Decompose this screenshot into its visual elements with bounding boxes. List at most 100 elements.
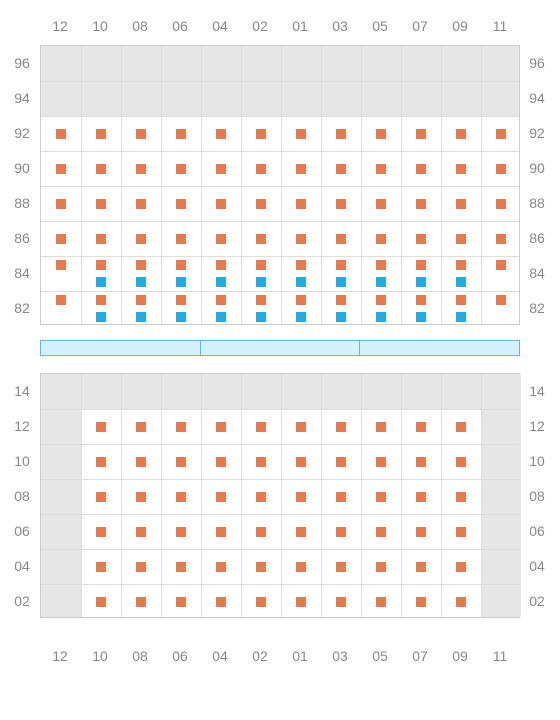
orange-marker[interactable]	[336, 492, 346, 502]
orange-marker[interactable]	[56, 199, 66, 209]
blue-marker[interactable]	[216, 277, 226, 287]
orange-marker[interactable]	[496, 295, 506, 305]
orange-marker[interactable]	[336, 199, 346, 209]
blue-marker[interactable]	[296, 312, 306, 322]
orange-marker[interactable]	[256, 199, 266, 209]
orange-marker[interactable]	[376, 164, 386, 174]
orange-marker[interactable]	[256, 164, 266, 174]
blue-marker[interactable]	[456, 277, 466, 287]
orange-marker[interactable]	[336, 527, 346, 537]
orange-marker[interactable]	[336, 422, 346, 432]
orange-marker[interactable]	[216, 164, 226, 174]
orange-marker[interactable]	[456, 422, 466, 432]
orange-marker[interactable]	[456, 457, 466, 467]
orange-marker[interactable]	[456, 129, 466, 139]
orange-marker[interactable]	[456, 562, 466, 572]
orange-marker[interactable]	[216, 295, 226, 305]
orange-marker[interactable]	[336, 597, 346, 607]
orange-marker[interactable]	[456, 199, 466, 209]
blue-marker[interactable]	[376, 277, 386, 287]
orange-marker[interactable]	[456, 597, 466, 607]
orange-marker[interactable]	[176, 295, 186, 305]
orange-marker[interactable]	[416, 422, 426, 432]
orange-marker[interactable]	[416, 129, 426, 139]
orange-marker[interactable]	[256, 562, 266, 572]
orange-marker[interactable]	[216, 422, 226, 432]
orange-marker[interactable]	[176, 492, 186, 502]
orange-marker[interactable]	[256, 597, 266, 607]
blue-marker[interactable]	[136, 312, 146, 322]
orange-marker[interactable]	[96, 164, 106, 174]
orange-marker[interactable]	[376, 457, 386, 467]
orange-marker[interactable]	[136, 527, 146, 537]
orange-marker[interactable]	[136, 422, 146, 432]
blue-marker[interactable]	[336, 312, 346, 322]
orange-marker[interactable]	[256, 260, 266, 270]
orange-marker[interactable]	[456, 492, 466, 502]
orange-marker[interactable]	[416, 295, 426, 305]
orange-marker[interactable]	[296, 527, 306, 537]
orange-marker[interactable]	[176, 260, 186, 270]
orange-marker[interactable]	[216, 492, 226, 502]
blue-marker[interactable]	[176, 312, 186, 322]
orange-marker[interactable]	[96, 422, 106, 432]
orange-marker[interactable]	[376, 234, 386, 244]
blue-marker[interactable]	[256, 312, 266, 322]
orange-marker[interactable]	[376, 597, 386, 607]
orange-marker[interactable]	[296, 597, 306, 607]
orange-marker[interactable]	[176, 597, 186, 607]
orange-marker[interactable]	[336, 234, 346, 244]
orange-marker[interactable]	[456, 164, 466, 174]
orange-marker[interactable]	[56, 295, 66, 305]
blue-marker[interactable]	[176, 277, 186, 287]
orange-marker[interactable]	[136, 129, 146, 139]
orange-marker[interactable]	[96, 457, 106, 467]
orange-marker[interactable]	[136, 234, 146, 244]
orange-marker[interactable]	[216, 199, 226, 209]
orange-marker[interactable]	[456, 234, 466, 244]
orange-marker[interactable]	[136, 562, 146, 572]
orange-marker[interactable]	[376, 527, 386, 537]
blue-marker[interactable]	[296, 277, 306, 287]
orange-marker[interactable]	[216, 129, 226, 139]
orange-marker[interactable]	[336, 562, 346, 572]
blue-marker[interactable]	[336, 277, 346, 287]
orange-marker[interactable]	[296, 260, 306, 270]
orange-marker[interactable]	[176, 129, 186, 139]
orange-marker[interactable]	[496, 199, 506, 209]
blue-marker[interactable]	[216, 312, 226, 322]
orange-marker[interactable]	[216, 527, 226, 537]
orange-marker[interactable]	[296, 164, 306, 174]
orange-marker[interactable]	[456, 260, 466, 270]
orange-marker[interactable]	[416, 260, 426, 270]
orange-marker[interactable]	[336, 295, 346, 305]
blue-marker[interactable]	[256, 277, 266, 287]
orange-marker[interactable]	[56, 260, 66, 270]
orange-marker[interactable]	[56, 164, 66, 174]
orange-marker[interactable]	[376, 422, 386, 432]
orange-marker[interactable]	[376, 562, 386, 572]
orange-marker[interactable]	[456, 527, 466, 537]
orange-marker[interactable]	[336, 164, 346, 174]
orange-marker[interactable]	[256, 234, 266, 244]
orange-marker[interactable]	[136, 492, 146, 502]
orange-marker[interactable]	[496, 260, 506, 270]
orange-marker[interactable]	[296, 492, 306, 502]
orange-marker[interactable]	[176, 527, 186, 537]
orange-marker[interactable]	[416, 457, 426, 467]
orange-marker[interactable]	[376, 260, 386, 270]
orange-marker[interactable]	[296, 457, 306, 467]
orange-marker[interactable]	[136, 295, 146, 305]
orange-marker[interactable]	[176, 422, 186, 432]
orange-marker[interactable]	[176, 164, 186, 174]
orange-marker[interactable]	[96, 492, 106, 502]
orange-marker[interactable]	[216, 260, 226, 270]
orange-marker[interactable]	[216, 597, 226, 607]
orange-marker[interactable]	[296, 199, 306, 209]
orange-marker[interactable]	[96, 527, 106, 537]
orange-marker[interactable]	[96, 295, 106, 305]
orange-marker[interactable]	[96, 234, 106, 244]
orange-marker[interactable]	[96, 129, 106, 139]
orange-marker[interactable]	[256, 457, 266, 467]
orange-marker[interactable]	[96, 562, 106, 572]
